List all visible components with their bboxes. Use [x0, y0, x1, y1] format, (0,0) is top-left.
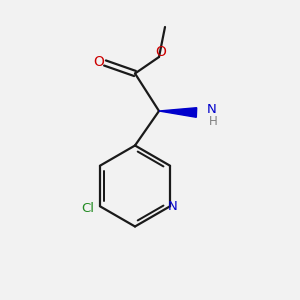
Text: N: N: [207, 103, 216, 116]
Text: O: O: [93, 55, 104, 68]
Text: O: O: [155, 46, 166, 59]
Polygon shape: [159, 108, 197, 117]
Text: H: H: [208, 115, 217, 128]
Text: Cl: Cl: [81, 202, 94, 215]
Text: N: N: [168, 200, 178, 213]
